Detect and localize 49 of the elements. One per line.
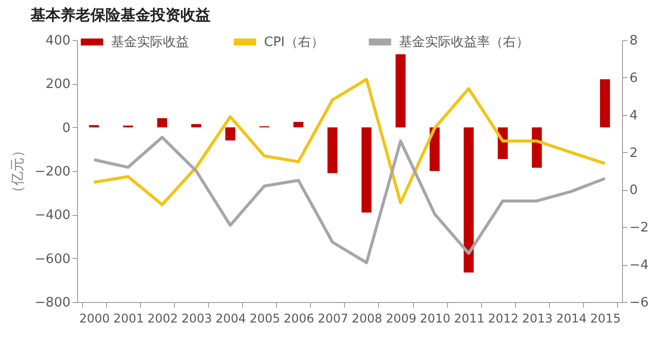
x-tick-label: 2004 [216, 312, 246, 326]
x-tick-label: 2012 [488, 312, 519, 326]
x-tick-label: 2007 [318, 312, 348, 326]
x-tick-label: 2015 [590, 312, 621, 326]
bar [225, 127, 236, 140]
y-tick-label: 400 [46, 34, 70, 48]
x-tick-label: 2005 [250, 312, 280, 326]
y-tick-label: −600 [34, 252, 70, 267]
legend-label: 基金实际收益率（右） [399, 34, 529, 50]
bar [396, 54, 406, 128]
bar [600, 79, 610, 128]
y2-tick-label: 8 [630, 34, 638, 48]
bar [362, 127, 372, 212]
x-tick-label: 2010 [420, 312, 450, 326]
x-tick-label: 2011 [454, 312, 484, 326]
y-tick-label: −800 [34, 296, 70, 310]
y2-tick-label: 4 [630, 108, 638, 124]
x-tick-label: 2006 [284, 312, 314, 326]
y2-tick-label: 0 [630, 183, 638, 198]
x-tick-label: 2008 [352, 312, 382, 326]
x-tick-label: 2014 [556, 312, 587, 326]
y-axis-title: （亿元） [10, 144, 26, 200]
bar [532, 127, 542, 168]
x-tick-label: 2009 [386, 312, 416, 326]
x-tick-label: 2013 [522, 312, 553, 326]
y2-tick-label: −6 [630, 296, 649, 310]
x-tick-label: 2003 [181, 312, 212, 326]
bar [430, 127, 440, 171]
y2-tick-label: 2 [630, 146, 638, 161]
line-series [92, 136, 606, 264]
y2-tick-label: 6 [630, 70, 638, 86]
x-tick-label: 2002 [147, 312, 178, 326]
y-tick-label: 0 [62, 120, 70, 136]
bar [327, 127, 338, 174]
y-tick-label: −400 [34, 208, 70, 224]
x-tick-label: 2000 [79, 312, 110, 326]
bar [157, 118, 168, 128]
y-tick-label: −200 [34, 164, 70, 180]
bar [293, 122, 304, 128]
bar [191, 124, 202, 128]
chart-title: 基本养老保险基金投资收益 [29, 6, 210, 24]
x-tick-label: 2001 [113, 312, 144, 326]
legend-label: CPI（右） [264, 35, 324, 50]
y-tick-label: 200 [46, 77, 70, 92]
line-series [92, 78, 606, 206]
y2-tick-label: −4 [630, 258, 649, 274]
bar [464, 127, 474, 273]
y2-tick-label: −2 [630, 220, 649, 236]
legend-label: 基金实际收益 [111, 35, 189, 50]
